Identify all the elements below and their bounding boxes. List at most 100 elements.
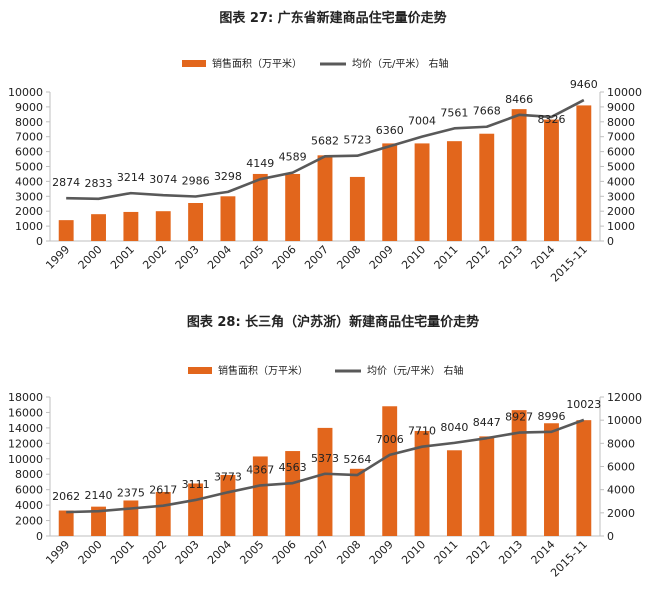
x-tick-label: 2009	[367, 243, 396, 272]
y-right-tick-label: 5000	[607, 161, 635, 174]
y-left-tick-label: 6000	[15, 146, 43, 159]
bar	[414, 143, 430, 241]
bar	[414, 430, 430, 536]
bar	[382, 143, 398, 241]
legend-bar-label: 销售面积（万平米）	[218, 364, 308, 377]
bar	[511, 410, 527, 536]
bar	[479, 133, 495, 241]
line-data-label: 8326	[537, 113, 565, 126]
bar	[317, 427, 333, 536]
y-left-tick-label: 0	[36, 530, 43, 543]
bar	[544, 119, 559, 241]
legend-bar-swatch	[182, 60, 206, 67]
price-line	[66, 98, 585, 201]
y-left-tick-label: 9000	[15, 101, 43, 114]
x-tick-label: 2001	[108, 538, 137, 567]
chart-title: 图表 27: 广东省新建商品住宅量价走势	[219, 10, 446, 26]
chart-title: 图表 28: 长三角（沪苏浙）新建商品住宅量价走势	[187, 314, 479, 330]
line-data-label: 4367	[246, 463, 274, 476]
x-tick-label: 2012	[464, 538, 493, 567]
x-tick-label: 2008	[334, 243, 363, 272]
x-tick-label: 2009	[367, 538, 396, 567]
x-tick-label: 2010	[399, 243, 428, 272]
bar	[576, 105, 592, 241]
bar	[220, 474, 236, 536]
line-data-label: 2874	[52, 176, 80, 189]
bar	[188, 203, 204, 241]
x-tick-label: 2006	[270, 538, 299, 567]
x-tick-label: 1999	[43, 538, 72, 567]
y-left-tick-label: 4000	[15, 175, 43, 188]
bar	[220, 196, 236, 241]
y-right-tick-label: 10000	[607, 86, 642, 99]
bar	[349, 468, 365, 536]
line-data-label: 8040	[440, 421, 468, 434]
bar	[91, 214, 106, 241]
line-data-label: 8927	[505, 411, 533, 424]
line-data-label: 9460	[570, 78, 598, 91]
x-tick-label: 2013	[496, 538, 525, 567]
bar	[188, 483, 204, 536]
y-left-tick-label: 7000	[15, 131, 43, 144]
line-data-label: 6360	[376, 124, 404, 137]
y-right-tick-label: 0	[607, 530, 614, 543]
y-left-tick-label: 5000	[15, 161, 43, 174]
line-data-label: 2617	[149, 484, 177, 497]
line-data-label: 3074	[149, 173, 177, 186]
line-data-label: 7710	[408, 425, 436, 438]
x-tick-label: 2011	[432, 538, 461, 567]
y-right-tick-label: 2000	[607, 205, 635, 218]
line-data-label: 2375	[117, 486, 145, 499]
bar	[446, 450, 462, 536]
bar	[252, 456, 268, 536]
x-tick-label: 2004	[205, 538, 234, 567]
y-left-tick-label: 10000	[8, 453, 43, 466]
legend: 销售面积（万平米） 均价（元/平米） 右轴	[188, 364, 464, 377]
y-right-tick-label: 4000	[607, 484, 635, 497]
line-data-label: 4589	[279, 151, 307, 164]
bar	[58, 220, 74, 241]
y-left-tick-label: 14000	[8, 422, 43, 435]
y-right-tick-label: 8000	[607, 437, 635, 450]
x-tick-label: 2005	[237, 538, 266, 567]
line-data-label: 2833	[85, 177, 113, 190]
y-right-tick-label: 0	[607, 235, 614, 248]
line-data-label: 3214	[117, 171, 145, 184]
line-data-label: 8447	[473, 416, 501, 429]
y-left-tick-label: 6000	[15, 484, 43, 497]
bar	[349, 176, 365, 241]
y-left-tick-label: 8000	[15, 468, 43, 481]
bar	[285, 173, 301, 241]
bar	[58, 510, 74, 536]
bar	[446, 141, 462, 241]
line-data-label: 10023	[566, 398, 601, 411]
legend: 销售面积（万平米） 均价（元/平米） 右轴	[182, 57, 449, 70]
bar	[382, 406, 398, 536]
line-data-label: 8466	[505, 93, 533, 106]
x-tick-label: 1999	[43, 243, 72, 272]
y-right-tick-label: 3000	[607, 190, 635, 203]
x-tick-label: 2011	[432, 243, 461, 272]
x-tick-label: 2004	[205, 243, 234, 272]
bar	[123, 500, 139, 536]
bar	[252, 173, 268, 241]
x-tick-label: 2005	[237, 243, 266, 272]
x-tick-label: 2008	[334, 538, 363, 567]
line-data-label: 7006	[376, 433, 404, 446]
y-left-tick-label: 2000	[15, 205, 43, 218]
x-tick-label: 2014	[529, 243, 558, 272]
y-left-tick-label: 2000	[15, 515, 43, 528]
line-data-label: 2986	[182, 175, 210, 188]
y-right-tick-label: 6000	[607, 461, 635, 474]
y-right-tick-label: 7000	[607, 131, 635, 144]
y-left-tick-label: 12000	[8, 437, 43, 450]
line-data-label: 4563	[279, 461, 307, 474]
bar	[479, 436, 495, 536]
bar	[285, 451, 301, 536]
x-tick-label: 2010	[399, 538, 428, 567]
line-data-label: 3111	[182, 478, 210, 491]
x-tick-label: 2007	[302, 538, 331, 567]
